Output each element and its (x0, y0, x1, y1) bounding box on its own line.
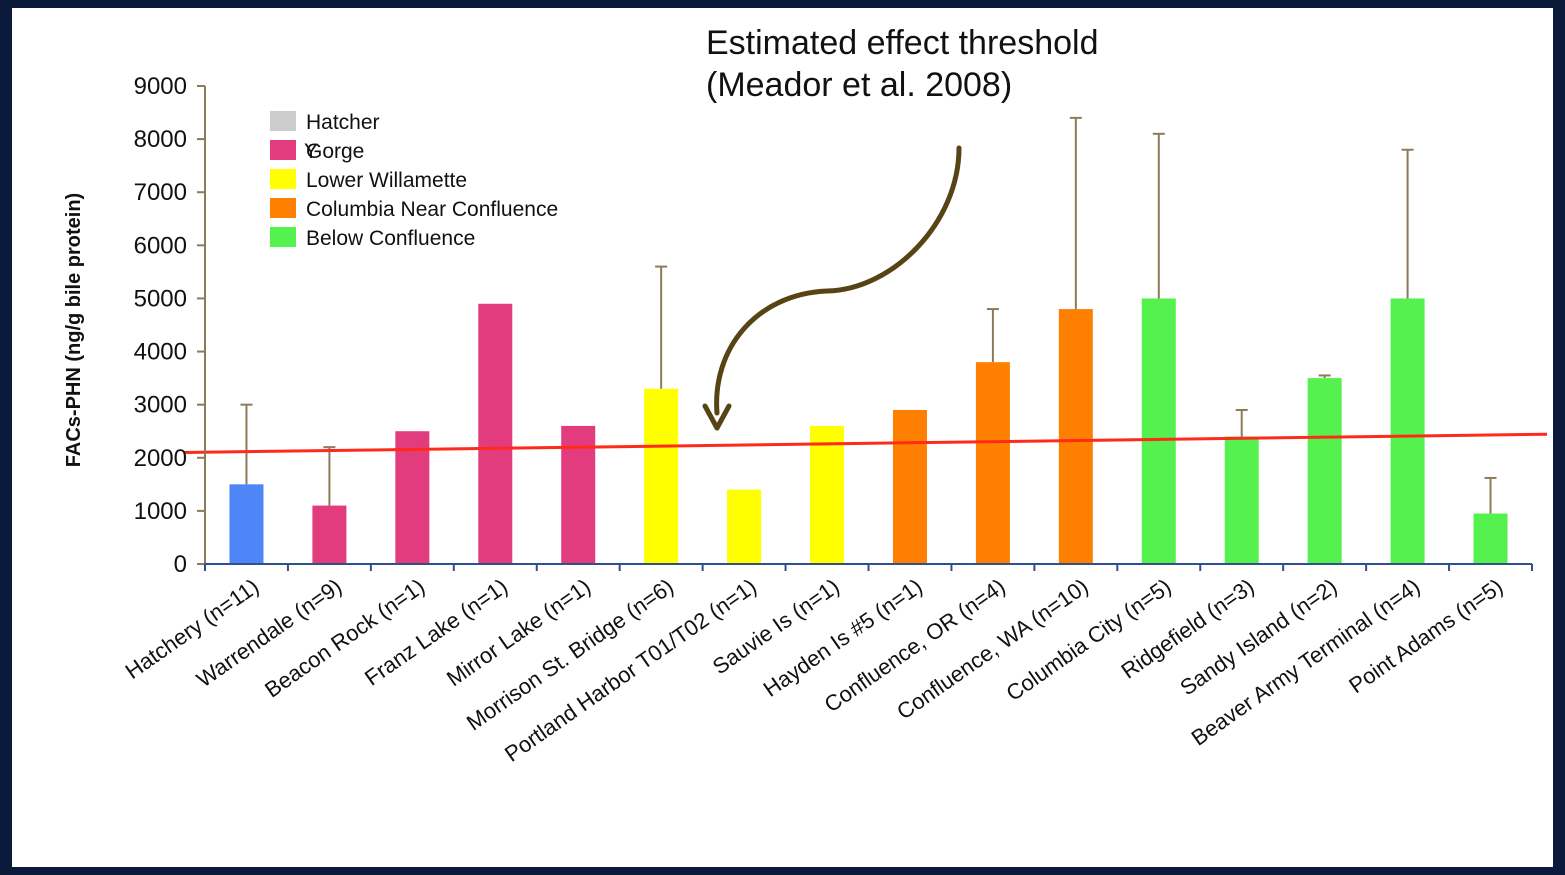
y-tick-label: 2000 (134, 445, 187, 472)
legend-label: Lower Willamette (306, 169, 467, 192)
annotation-arrow (714, 145, 962, 416)
legend-stray-glyph: Y (304, 140, 318, 163)
bar (644, 388, 679, 564)
legend-swatch (270, 227, 296, 247)
y-tick-label: 6000 (134, 232, 187, 259)
y-tick-label: 0 (174, 551, 187, 578)
slide: 0 1000 2000 3000 4000 5000 6000 7000 8000 9000 Hat… (12, 8, 1553, 867)
annotation-arrowhead (702, 403, 732, 431)
y-tick-label: 8000 (134, 126, 187, 153)
bar (229, 484, 264, 564)
legend-swatch (270, 140, 296, 160)
y-tick-label: 1000 (134, 498, 187, 525)
plot-area (183, 116, 1548, 564)
legend-label: Below Confluence (306, 227, 475, 250)
threshold-annotation: Estimated effect threshold (Meador et al.… (702, 24, 1098, 431)
bar (478, 303, 513, 564)
y-tick-label: 5000 (134, 285, 187, 312)
bar (1141, 298, 1176, 564)
legend: Hatcher Gorge Lower Willamette Columbia Nea… (270, 111, 558, 250)
bar (975, 362, 1010, 564)
bar (892, 409, 927, 564)
legend-label: Hatcher (306, 111, 380, 134)
y-tick-label: 4000 (134, 339, 187, 366)
legend-swatch (270, 111, 296, 131)
bar (727, 489, 762, 564)
legend-label: Columbia Near Confluence (306, 198, 558, 221)
x-tick-label: Warrendale (n=9) (192, 574, 346, 693)
y-tick-label: 9000 (134, 73, 187, 100)
y-axis-label: FACs-PHN (ng/g bile protein) (63, 193, 85, 467)
y-tick-label: 3000 (134, 392, 187, 419)
bar-chart: 0 1000 2000 3000 4000 5000 6000 7000 8000 9000 Hat… (63, 24, 1548, 767)
bar (1224, 436, 1259, 564)
x-tick-label: Franz Lake (n=1) (360, 574, 512, 691)
annotation-line-1: Estimated effect threshold (706, 24, 1098, 62)
bar (810, 425, 845, 564)
bar (561, 425, 596, 564)
x-tick-label: Hatchery (n=11) (121, 574, 264, 684)
x-tick-label: Mirror Lake (n=1) (442, 574, 595, 692)
bar (1307, 378, 1342, 564)
x-tick-label: Point Adams (n=5) (1344, 574, 1507, 699)
bar (1058, 309, 1093, 564)
y-tick-label: 7000 (134, 179, 187, 206)
bar (1473, 513, 1508, 564)
bar (312, 505, 347, 564)
legend-label: Gorge (306, 140, 364, 163)
legend-swatch (270, 198, 296, 218)
threshold-line (183, 432, 1548, 454)
bar (1390, 298, 1425, 564)
legend-swatch (270, 169, 296, 189)
annotation-line-2: (Meador et al. 2008) (706, 66, 1012, 104)
bar (395, 431, 430, 564)
